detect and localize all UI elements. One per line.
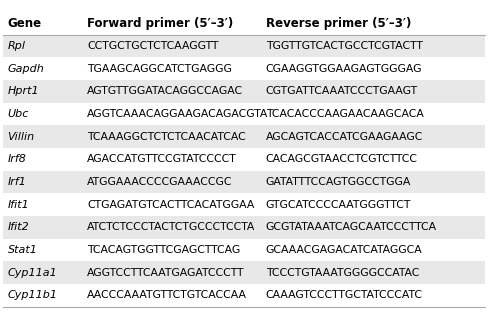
Text: Ifit2: Ifit2: [8, 222, 29, 232]
Text: Ifit1: Ifit1: [8, 200, 29, 210]
Bar: [3, 261, 485, 284]
Bar: [3, 125, 485, 148]
Text: AACCCAAATGTTCTGTCACCAA: AACCCAAATGTTCTGTCACCAA: [87, 290, 247, 300]
Text: Reverse primer (5′–3′): Reverse primer (5′–3′): [265, 17, 411, 30]
Text: GCGTATAAATCAGCAATCCCTTCA: GCGTATAAATCAGCAATCCCTTCA: [265, 222, 437, 232]
Text: Ubc: Ubc: [8, 109, 29, 119]
Text: TGAAGCAGGCATCTGAGGG: TGAAGCAGGCATCTGAGGG: [87, 64, 232, 74]
Text: AGACCATGTTCCGTATCCCCT: AGACCATGTTCCGTATCCCCT: [87, 154, 237, 164]
Text: CTGAGATGTCACTTCACATGGAA: CTGAGATGTCACTTCACATGGAA: [87, 200, 255, 210]
Bar: [3, 35, 485, 58]
Bar: [3, 80, 485, 103]
Text: AGGTCCTTCAATGAGATCCCTT: AGGTCCTTCAATGAGATCCCTT: [87, 268, 244, 277]
Text: Rpl: Rpl: [8, 41, 25, 51]
Text: CAAAGTCCCTTGCTATCCCATC: CAAAGTCCCTTGCTATCCCATC: [265, 290, 423, 300]
Text: Gene: Gene: [8, 17, 42, 30]
Text: GATATTTCCAGTGGCCTGGA: GATATTTCCAGTGGCCTGGA: [265, 177, 411, 187]
Bar: [3, 216, 485, 239]
Text: Cyp11a1: Cyp11a1: [8, 268, 58, 277]
Text: CCTGCTGCTCTCAAGGTT: CCTGCTGCTCTCAAGGTT: [87, 41, 219, 51]
Text: AGTGTTGGATACAGGCCAGAC: AGTGTTGGATACAGGCCAGAC: [87, 86, 244, 96]
Text: ATGGAAACCCCGAAACCGC: ATGGAAACCCCGAAACCGC: [87, 177, 233, 187]
Text: TCCCTGTAAATGGGGCCATAC: TCCCTGTAAATGGGGCCATAC: [265, 268, 419, 277]
Text: Cyp11b1: Cyp11b1: [8, 290, 58, 300]
Text: AGGTCAAACAGGAAGACAGACGTA: AGGTCAAACAGGAAGACAGACGTA: [87, 109, 268, 119]
Text: Irf1: Irf1: [8, 177, 26, 187]
Text: Stat1: Stat1: [8, 245, 38, 255]
Text: TCAAAGGCTCTCTCAACATCAC: TCAAAGGCTCTCTCAACATCAC: [87, 132, 246, 142]
Text: TGGTTGTCACTGCCTCGTACTT: TGGTTGTCACTGCCTCGTACTT: [265, 41, 423, 51]
Text: CACAGCGTAACCTCGTCTTCC: CACAGCGTAACCTCGTCTTCC: [265, 154, 418, 164]
Bar: [3, 171, 485, 193]
Text: GCAAACGAGACATCATAGGCA: GCAAACGAGACATCATAGGCA: [265, 245, 423, 255]
Text: TCACACCCAAGAACAAGCACA: TCACACCCAAGAACAAGCACA: [265, 109, 424, 119]
Text: Forward primer (5′–3′): Forward primer (5′–3′): [87, 17, 233, 30]
Text: CGTGATTCAAATCCCTGAAGT: CGTGATTCAAATCCCTGAAGT: [265, 86, 418, 96]
Text: Irf8: Irf8: [8, 154, 26, 164]
Text: ATCTCTCCCTACTCTGCCCTCCTA: ATCTCTCCCTACTCTGCCCTCCTA: [87, 222, 256, 232]
Text: CGAAGGTGGAAGAGTGGGAG: CGAAGGTGGAAGAGTGGGAG: [265, 64, 422, 74]
Text: Gapdh: Gapdh: [8, 64, 44, 74]
Text: TCACAGTGGTTCGAGCTTCAG: TCACAGTGGTTCGAGCTTCAG: [87, 245, 241, 255]
Text: GTGCATCCCCAATGGGTTCT: GTGCATCCCCAATGGGTTCT: [265, 200, 411, 210]
Text: Hprt1: Hprt1: [8, 86, 39, 96]
Text: Villin: Villin: [8, 132, 35, 142]
Text: AGCAGTCACCATCGAAGAAGC: AGCAGTCACCATCGAAGAAGC: [265, 132, 423, 142]
